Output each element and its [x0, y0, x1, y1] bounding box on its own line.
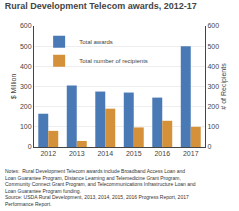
svg-text:600: 600	[207, 22, 219, 29]
svg-text:600: 600	[20, 22, 32, 29]
svg-text:400: 400	[20, 63, 32, 70]
svg-text:200: 200	[20, 103, 32, 110]
svg-text:2013: 2013	[69, 150, 85, 157]
svg-text:2014: 2014	[97, 150, 113, 157]
svg-text:# of Recipients: # of Recipients	[220, 63, 228, 110]
svg-text:Notes: Rural Development Tele: Notes: Rural Development Telecom awards …	[5, 168, 196, 207]
svg-text:300: 300	[20, 83, 32, 90]
svg-text:Rural Development Telecom awar: Rural Development Telecom awards, 2012-1…	[5, 1, 197, 11]
svg-text:500: 500	[20, 43, 32, 50]
svg-text:0: 0	[28, 143, 32, 150]
svg-text:500: 500	[207, 43, 219, 50]
svg-text:2017: 2017	[183, 150, 199, 157]
svg-text:Total awards: Total awards	[79, 39, 113, 45]
svg-text:2016: 2016	[154, 150, 170, 157]
svg-text:100: 100	[20, 123, 32, 130]
svg-text:300: 300	[207, 83, 219, 90]
svg-text:2015: 2015	[126, 150, 142, 157]
svg-text:400: 400	[207, 63, 219, 70]
svg-text:2012: 2012	[40, 150, 56, 157]
svg-text:100: 100	[207, 123, 219, 130]
svg-text:Total number of recipients: Total number of recipients	[79, 58, 148, 64]
svg-text:0: 0	[207, 143, 211, 150]
svg-text:$ Million: $ Million	[10, 74, 17, 100]
svg-text:200: 200	[207, 103, 219, 110]
